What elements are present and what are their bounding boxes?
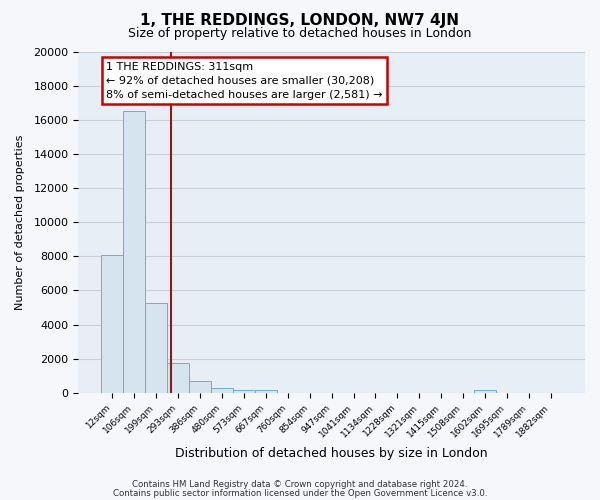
Text: Contains public sector information licensed under the Open Government Licence v3: Contains public sector information licen… bbox=[113, 489, 487, 498]
Text: Contains HM Land Registry data © Crown copyright and database right 2024.: Contains HM Land Registry data © Crown c… bbox=[132, 480, 468, 489]
Bar bbox=[189, 381, 211, 393]
Bar bbox=[101, 256, 123, 393]
Bar bbox=[167, 363, 189, 393]
Bar bbox=[255, 390, 277, 393]
Bar bbox=[123, 111, 145, 393]
Bar bbox=[145, 303, 167, 393]
Text: 1 THE REDDINGS: 311sqm
← 92% of detached houses are smaller (30,208)
8% of semi-: 1 THE REDDINGS: 311sqm ← 92% of detached… bbox=[106, 62, 383, 100]
Bar bbox=[211, 388, 233, 393]
Y-axis label: Number of detached properties: Number of detached properties bbox=[15, 134, 25, 310]
Bar bbox=[233, 390, 255, 393]
Text: 1, THE REDDINGS, LONDON, NW7 4JN: 1, THE REDDINGS, LONDON, NW7 4JN bbox=[140, 12, 460, 28]
X-axis label: Distribution of detached houses by size in London: Distribution of detached houses by size … bbox=[175, 447, 488, 460]
Text: Size of property relative to detached houses in London: Size of property relative to detached ho… bbox=[128, 28, 472, 40]
Bar bbox=[474, 390, 496, 393]
